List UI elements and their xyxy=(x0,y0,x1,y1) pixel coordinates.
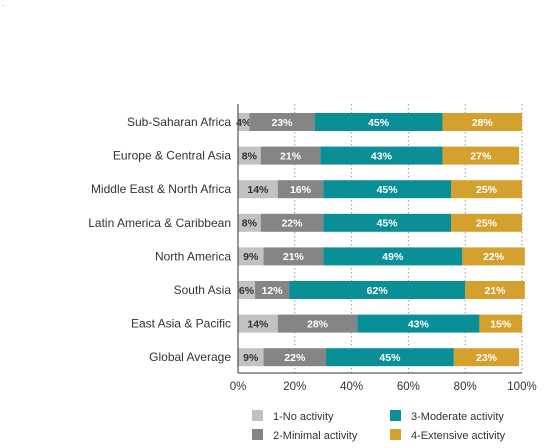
category-label: Middle East & North Africa xyxy=(91,182,231,196)
data-label: 45% xyxy=(377,218,399,230)
x-tick-label: 60% xyxy=(397,381,420,393)
bar-segment xyxy=(479,314,522,333)
bar-segment xyxy=(323,180,451,199)
category-label: North America xyxy=(155,249,231,263)
data-label: 9% xyxy=(243,251,259,263)
bar-segment xyxy=(238,281,256,299)
data-label: 22% xyxy=(281,218,303,230)
data-label: 45% xyxy=(379,352,401,364)
legend-swatch xyxy=(252,410,263,421)
bar-segment xyxy=(465,281,525,299)
data-label: 45% xyxy=(368,117,390,129)
data-label: 6% xyxy=(239,285,255,297)
data-label: 16% xyxy=(290,184,312,196)
bar-segment xyxy=(451,213,522,232)
data-label: 49% xyxy=(382,251,404,263)
data-label: 8% xyxy=(242,150,258,162)
x-tick-label: 80% xyxy=(454,381,477,393)
data-label: 21% xyxy=(485,285,507,297)
bar-segment xyxy=(451,180,522,199)
x-tick-label: 20% xyxy=(283,381,306,393)
x-tick-label: 40% xyxy=(340,381,363,393)
category-label: Latin America & Caribbean xyxy=(88,216,231,230)
bars: 4% 23% 45% 28% 8% 21% 43% 27% 14% 16% 45% 25% 8% 22% 4… xyxy=(236,113,525,367)
bar-segment xyxy=(314,113,443,131)
bar-segment xyxy=(326,348,454,367)
legend-swatch xyxy=(390,429,401,440)
bar-segment xyxy=(249,113,315,131)
data-label: 28% xyxy=(307,318,329,330)
data-label: 28% xyxy=(472,117,494,129)
bar-segment xyxy=(320,146,443,165)
legend-swatch xyxy=(390,410,401,421)
bar-segment xyxy=(260,146,321,165)
bar-segment xyxy=(277,314,358,333)
category-label: Europe & Central Asia xyxy=(113,149,231,163)
data-label: 25% xyxy=(476,218,498,230)
data-label: 62% xyxy=(367,285,389,297)
data-label: 43% xyxy=(408,318,430,330)
bar-segment xyxy=(323,213,451,232)
bar-segment xyxy=(277,180,324,199)
data-label: 25% xyxy=(476,184,498,196)
category-label: East Asia & Pacific xyxy=(131,317,231,331)
category-label: Global Average xyxy=(149,350,231,364)
bar-segment xyxy=(263,348,327,367)
legend-swatch xyxy=(252,429,263,440)
bar-segment xyxy=(442,146,520,165)
data-label: 12% xyxy=(262,285,284,297)
bar-segment xyxy=(442,113,522,131)
data-label: 15% xyxy=(490,318,512,330)
category-label: Sub-Saharan Africa xyxy=(127,115,231,129)
data-label: 22% xyxy=(284,352,306,364)
legend: 1-No activity 2-Minimal activity 3-Moderat… xyxy=(252,410,506,442)
bar-segment xyxy=(238,113,250,131)
axes: 0% 20% 40% 60% 80% 100% Sub-Saharan Africa Euro… xyxy=(88,104,537,393)
data-label: 23% xyxy=(476,352,498,364)
bar-segment xyxy=(263,247,324,266)
bar-segment xyxy=(260,213,324,232)
bar-segment xyxy=(255,281,290,299)
legend-label: 1-No activity xyxy=(273,411,334,423)
data-label: 21% xyxy=(280,150,302,162)
category-label: South Asia xyxy=(174,283,232,297)
bar-segment xyxy=(289,281,466,299)
data-label: 4% xyxy=(236,117,252,129)
bar-segment xyxy=(462,247,525,266)
data-label: 22% xyxy=(483,251,505,263)
data-label: 9% xyxy=(243,352,259,364)
bar-segment xyxy=(323,247,463,266)
legend-label: 3-Moderate activity xyxy=(411,411,504,423)
bar-segment xyxy=(238,213,261,232)
bar-segment xyxy=(238,348,264,367)
legend-label: 4-Extensive activity xyxy=(411,430,506,442)
data-label: 45% xyxy=(377,184,399,196)
data-label: 23% xyxy=(272,117,294,129)
x-tick-label: 0% xyxy=(230,381,247,393)
bar-segment xyxy=(238,314,278,333)
bar-segment xyxy=(453,348,520,367)
x-tick-label: 100% xyxy=(507,381,536,393)
bar-segment xyxy=(238,146,261,165)
data-label: 27% xyxy=(470,150,492,162)
corner-mark: . xyxy=(2,0,5,8)
bar-segment xyxy=(238,247,264,266)
data-label: 43% xyxy=(371,150,393,162)
data-label: 14% xyxy=(247,184,269,196)
grid-lines xyxy=(294,104,523,373)
data-label: 21% xyxy=(283,251,305,263)
bar-segment xyxy=(238,180,278,199)
data-label: 14% xyxy=(247,318,269,330)
legend-label: 2-Minimal activity xyxy=(273,430,358,442)
data-label: 8% xyxy=(242,218,258,230)
bar-segment xyxy=(357,314,480,333)
